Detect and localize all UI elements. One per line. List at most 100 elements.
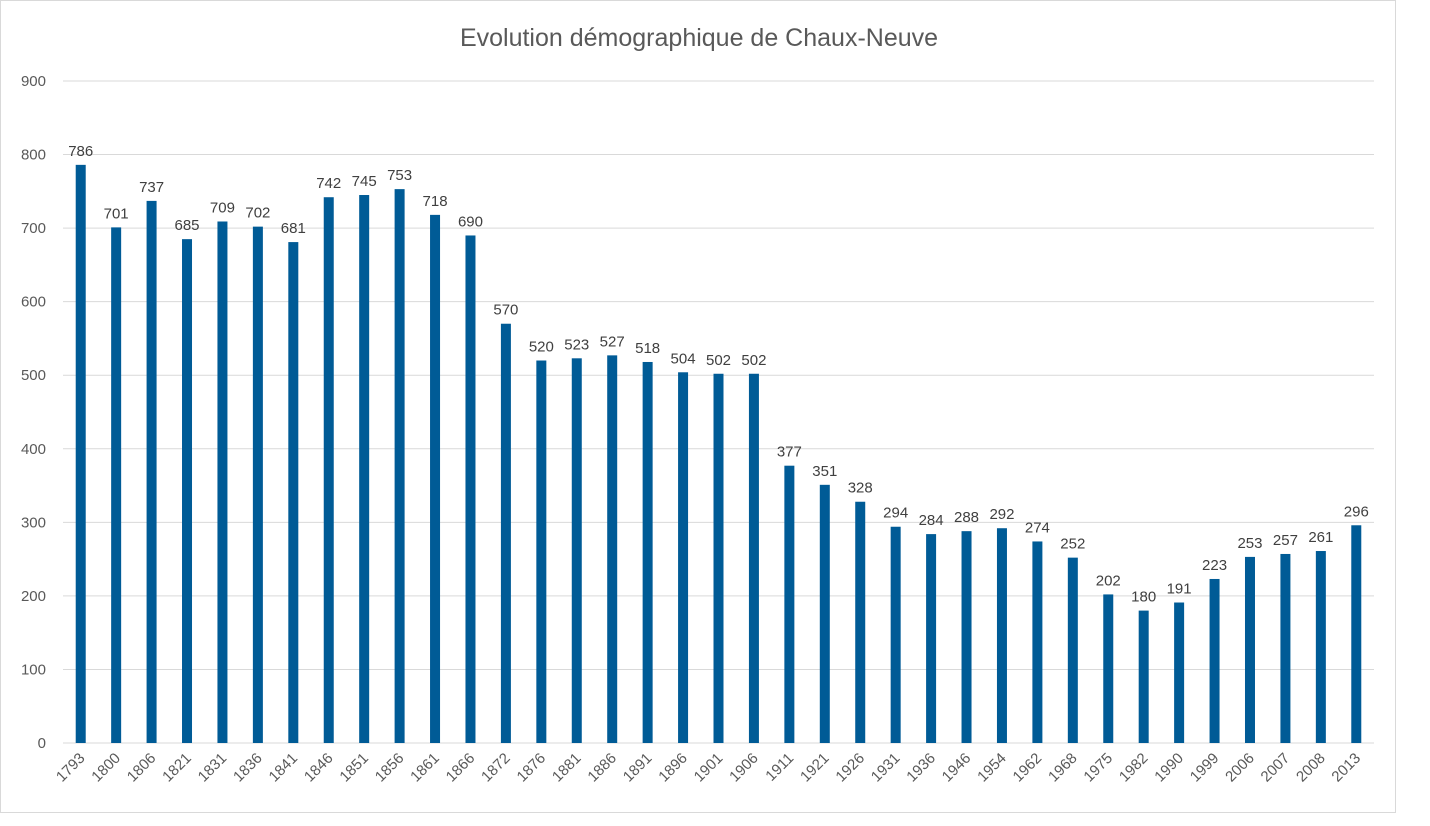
- x-tick-label-1906: 1906: [726, 750, 762, 786]
- data-label-1936: 284: [919, 512, 944, 529]
- data-label-1999: 223: [1202, 557, 1227, 574]
- bar-2013: [1351, 525, 1362, 743]
- data-label-1851: 745: [352, 173, 377, 190]
- bars: [75, 164, 1362, 744]
- bar-1911: [784, 465, 795, 743]
- x-tick-label-1936: 1936: [903, 750, 939, 786]
- data-label-1846: 742: [316, 175, 341, 192]
- x-tick-label-1896: 1896: [655, 750, 691, 786]
- x-tick-label-1806: 1806: [124, 750, 160, 786]
- x-tick-label-1946: 1946: [939, 750, 975, 786]
- bar-1866: [465, 235, 476, 743]
- data-label-1876: 520: [529, 339, 554, 356]
- data-label-1968: 252: [1060, 536, 1085, 553]
- bar-1881: [571, 358, 582, 743]
- bar-2008: [1315, 551, 1326, 743]
- bar-2006: [1244, 556, 1255, 743]
- data-label-2007: 257: [1273, 532, 1298, 549]
- x-tick-label-1954: 1954: [974, 750, 1010, 786]
- data-label-2008: 261: [1308, 529, 1333, 546]
- data-label-1806: 737: [139, 179, 164, 196]
- data-label-1962: 274: [1025, 519, 1050, 536]
- bar-1793: [75, 164, 86, 743]
- x-tick-label-1876: 1876: [514, 750, 550, 786]
- data-label-1982: 180: [1131, 589, 1156, 606]
- data-label-1881: 523: [564, 336, 589, 353]
- x-tick-label-1841: 1841: [266, 750, 302, 786]
- x-tick-label-1975: 1975: [1080, 750, 1116, 786]
- bar-1851: [359, 195, 370, 743]
- bar-1891: [642, 361, 653, 743]
- data-label-1861: 718: [423, 193, 448, 210]
- y-tick-label: 600: [21, 294, 46, 311]
- x-tick-label-1990: 1990: [1151, 750, 1187, 786]
- bar-1876: [536, 360, 547, 743]
- x-tick-label-1931: 1931: [868, 750, 904, 786]
- data-label-1926: 328: [848, 480, 873, 497]
- data-label-1841: 681: [281, 220, 306, 237]
- data-label-1872: 570: [493, 302, 518, 319]
- x-tick-label-1911: 1911: [762, 750, 797, 785]
- bar-1962: [1032, 541, 1043, 743]
- data-label-1975: 202: [1096, 572, 1121, 589]
- x-axis-tick-labels: 1793 1800 1806 1821 1831 1836 1841 1846 1851 1856…: [53, 750, 1364, 786]
- bar-1999: [1209, 578, 1220, 743]
- bar-1861: [430, 214, 441, 744]
- bar-1856: [394, 189, 405, 744]
- y-tick-label: 700: [21, 220, 46, 237]
- x-tick-label-1800: 1800: [88, 750, 124, 786]
- data-label-1911: 377: [777, 444, 802, 461]
- x-tick-label-1886: 1886: [584, 750, 620, 786]
- y-tick-label: 900: [21, 73, 46, 90]
- bar-1936: [926, 534, 937, 743]
- x-tick-label-1856: 1856: [372, 750, 408, 786]
- data-label-1836: 702: [245, 205, 270, 222]
- x-tick-label-1851: 1851: [336, 750, 372, 786]
- x-tick-label-1999: 1999: [1187, 750, 1223, 786]
- data-label-2013: 296: [1344, 503, 1369, 520]
- bar-1975: [1103, 594, 1114, 743]
- x-tick-label-1821: 1821: [159, 750, 195, 786]
- data-label-1896: 504: [671, 350, 696, 367]
- data-label-1921: 351: [812, 463, 837, 480]
- bar-1821: [182, 239, 193, 743]
- data-label-1901: 502: [706, 352, 731, 369]
- y-tick-label: 500: [21, 367, 46, 384]
- x-tick-label-1861: 1861: [407, 750, 443, 786]
- data-label-1886: 527: [600, 333, 625, 350]
- data-label-1891: 518: [635, 340, 660, 357]
- x-tick-label-1921: 1921: [797, 750, 833, 786]
- bar-1906: [748, 373, 759, 743]
- data-label-1821: 685: [174, 217, 199, 234]
- data-labels: 786 701 737 685 709 702 681 742 745 753 718 690 570 5…: [68, 143, 1369, 606]
- y-tick-label: 100: [21, 661, 46, 678]
- x-tick-label-1846: 1846: [301, 750, 337, 786]
- y-tick-label: 400: [21, 441, 46, 458]
- data-label-1906: 502: [741, 352, 766, 369]
- chart-frame: Evolution démographique de Chaux-Neuve 0…: [0, 0, 1396, 813]
- x-tick-label-1968: 1968: [1045, 750, 1081, 786]
- bar-1896: [678, 372, 689, 743]
- data-label-1866: 690: [458, 213, 483, 230]
- data-label-1990: 191: [1167, 581, 1192, 598]
- chart-title: Evolution démographique de Chaux-Neuve: [460, 24, 938, 52]
- data-label-1793: 786: [68, 143, 93, 160]
- data-label-1954: 292: [989, 506, 1014, 523]
- bar-1946: [961, 531, 972, 743]
- x-tick-label-2013: 2013: [1328, 750, 1364, 786]
- x-tick-label-1962: 1962: [1010, 750, 1046, 786]
- data-label-1831: 709: [210, 199, 235, 216]
- x-tick-label-1881: 1881: [549, 750, 585, 786]
- x-tick-label-1982: 1982: [1116, 750, 1152, 786]
- x-tick-label-1793: 1793: [53, 750, 89, 786]
- x-tick-label-1836: 1836: [230, 750, 266, 786]
- data-label-1946: 288: [954, 509, 979, 526]
- bar-1954: [996, 528, 1007, 743]
- data-label-1931: 294: [883, 505, 908, 522]
- x-tick-label-1831: 1831: [195, 750, 231, 786]
- x-tick-label-1866: 1866: [443, 750, 479, 786]
- bar-chart: Evolution démographique de Chaux-Neuve 0…: [21, 24, 1374, 786]
- y-tick-label: 0: [38, 735, 46, 752]
- y-tick-label: 800: [21, 147, 46, 164]
- bar-1886: [607, 355, 618, 743]
